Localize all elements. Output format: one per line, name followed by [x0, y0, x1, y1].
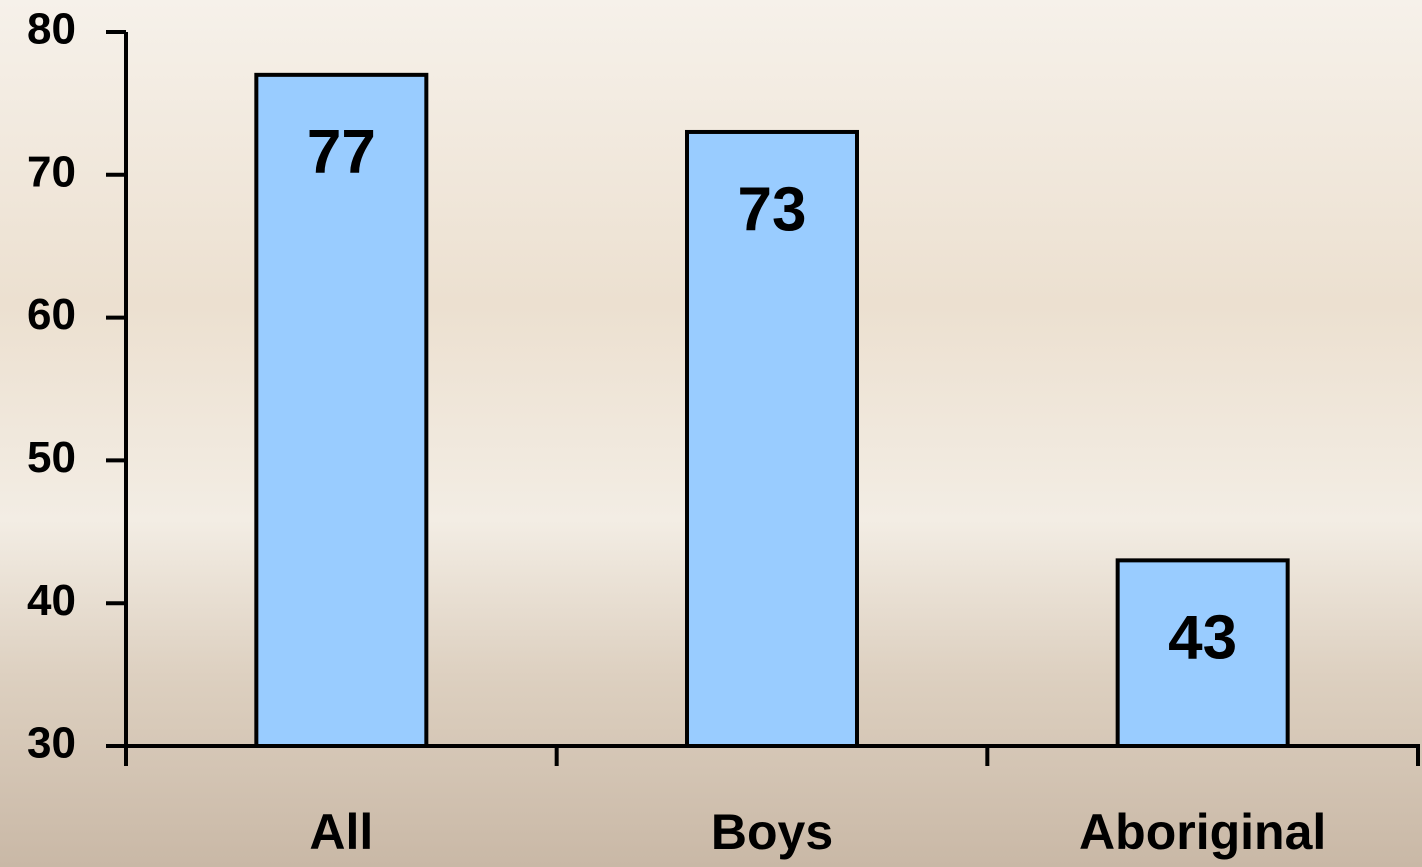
x-tick-label: All [309, 804, 373, 860]
bar [1115, 558, 1290, 748]
value-label: 73 [738, 175, 807, 244]
bar [254, 72, 429, 748]
axes [124, 32, 1420, 748]
y-tick-label: 30 [27, 719, 76, 768]
y-tick-label: 60 [27, 290, 76, 339]
x-tick-label: Aboriginal [1079, 804, 1326, 860]
y-tick-label: 40 [27, 576, 76, 625]
value-label: 43 [1168, 604, 1237, 673]
value-label: 77 [307, 118, 376, 187]
x-tick-label: Boys [711, 804, 833, 860]
y-tick-label: 50 [27, 433, 76, 482]
y-tick-label: 80 [27, 5, 76, 54]
y-tick-label: 70 [27, 147, 76, 196]
